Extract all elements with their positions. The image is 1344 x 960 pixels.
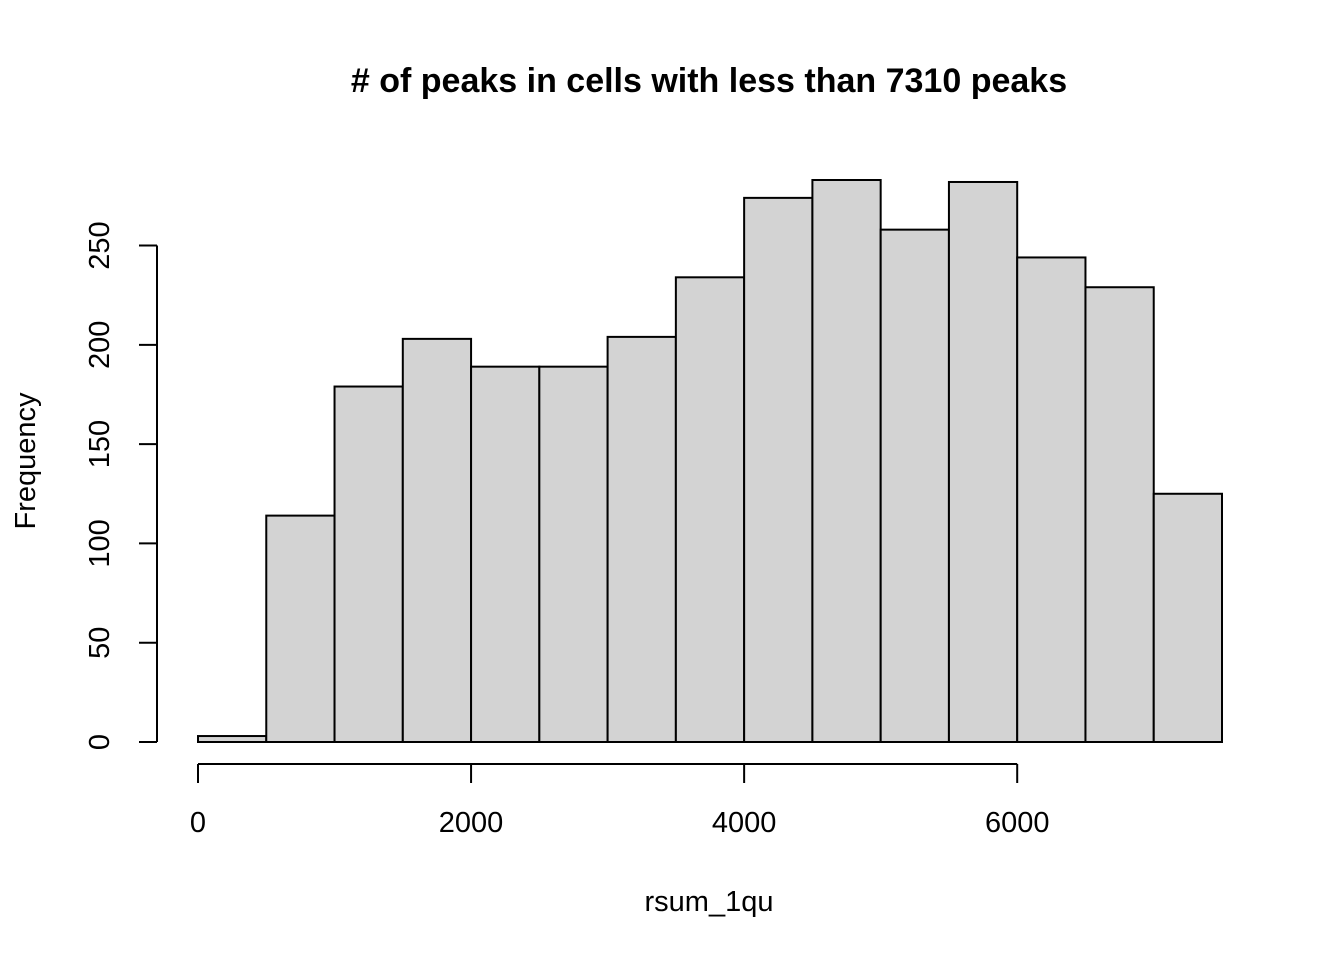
histogram-bar [606,335,677,743]
histogram-bar [197,735,268,744]
x-tick-label: 2000 [439,807,504,839]
histogram-bar [470,365,541,743]
histogram-bar [1152,492,1223,743]
y-tick-label: 250 [84,221,116,269]
x-tick-label: 4000 [712,807,777,839]
x-tick-label: 0 [190,807,206,839]
histogram-bar [811,179,882,743]
histogram-bar [1016,256,1087,743]
histogram-bar [947,180,1019,744]
y-tick-label: 200 [84,321,116,369]
histogram-bar [674,276,746,743]
histogram-bar [401,337,473,743]
histogram-bar [538,365,609,743]
chart-title: # of peaks in cells with less than 7310 … [351,62,1067,100]
x-tick-label: 6000 [985,807,1050,839]
histogram-bar [879,228,950,743]
y-tick-label: 50 [84,627,116,659]
x-axis: 0 2000 4000 6000 [190,763,1050,839]
histogram-bar [333,385,404,743]
y-axis: 0 50 100 150 200 250 [84,221,158,750]
histogram-bar [265,514,336,744]
y-tick-label: 0 [84,734,116,750]
x-axis-label: rsum_1qu [645,886,774,918]
histogram-bar [1084,286,1155,743]
y-tick-label: 150 [84,420,116,468]
y-tick-label: 100 [84,519,116,567]
histogram-bars [197,179,1223,744]
y-axis-label: Frequency [10,392,42,530]
histogram-bar [743,196,814,743]
